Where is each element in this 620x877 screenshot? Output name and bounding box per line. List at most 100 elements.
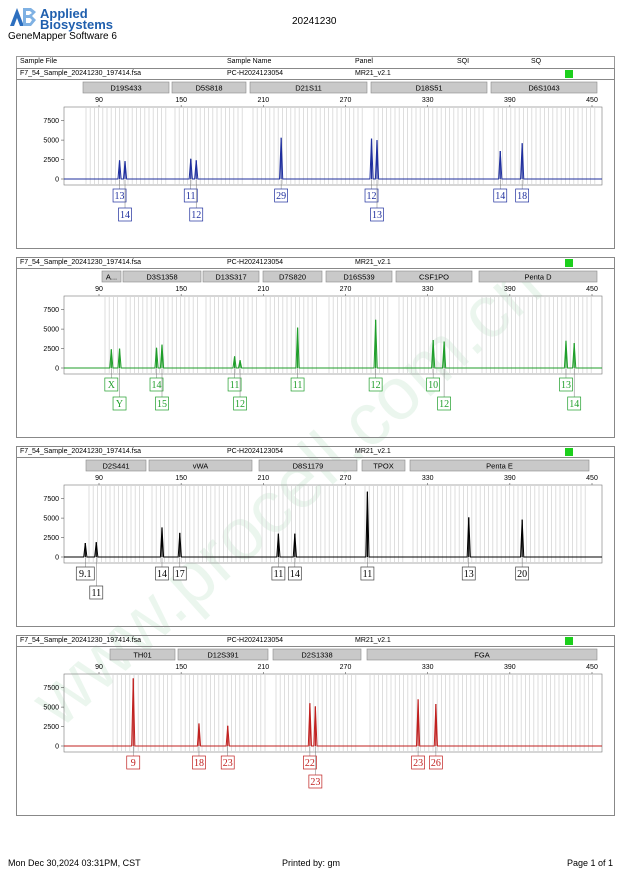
x-tick-label: 270: [340, 475, 352, 482]
panel-name: MR21_v2.1: [355, 259, 391, 266]
allele-call: 14: [149, 377, 164, 392]
y-tick-label: 5000: [43, 705, 59, 712]
locus-bin: D13S317: [202, 270, 260, 283]
allele-call: 14: [567, 396, 582, 411]
allele-call-label: 18: [194, 758, 204, 769]
allele-call-box: [172, 566, 187, 581]
x-tick-label: 150: [175, 475, 187, 482]
allele-call-label: 23: [310, 777, 320, 788]
software-name: GeneMapper Software 6: [8, 31, 117, 42]
report-date: 20241230: [292, 16, 337, 27]
locus-bin: D2S1338: [272, 648, 362, 661]
ab-logo-icon: [10, 8, 36, 26]
x-tick-label: 450: [586, 664, 598, 671]
column-sqi: SQI: [457, 58, 470, 65]
allele-call: 10: [426, 377, 440, 392]
locus-bin: D12S391: [177, 648, 269, 661]
allele-call-box: [559, 377, 573, 392]
locus-label: D2S1338: [301, 651, 332, 660]
panel-info-row: F7_54_Sample_20241230_197414.fsa PC-H2024…: [17, 258, 614, 269]
sq-status-flag: [565, 259, 573, 267]
panel-info-row: F7_54_Sample_20241230_197414.fsa PC-H2024…: [17, 69, 614, 80]
allele-call-label: 14: [120, 210, 130, 221]
locus-bar: [82, 81, 170, 94]
x-tick-label: 330: [422, 664, 434, 671]
signal-trace: [64, 319, 602, 369]
allele-call-label: 13: [372, 210, 382, 221]
allele-call: 12: [189, 207, 204, 222]
allele-call-box: [75, 566, 95, 581]
locus-label: A...: [106, 273, 117, 282]
locus-label: D6S1043: [528, 84, 559, 93]
footer-printed-by: Printed by: gm: [282, 858, 341, 868]
y-tick-label: 0: [55, 366, 59, 373]
allele-call-box: [183, 188, 198, 203]
locus-label: D8S1179: [293, 462, 324, 471]
x-tick-label: 330: [422, 286, 434, 293]
allele-call-label: 12: [367, 191, 377, 202]
allele-call: 14: [118, 207, 132, 222]
locus-label: D12S391: [207, 651, 238, 660]
x-tick-label: 210: [257, 475, 269, 482]
x-tick-label: 390: [504, 286, 516, 293]
allele-call: 22: [303, 755, 317, 770]
locus-bin: Penta D: [478, 270, 598, 283]
allele-call: 29: [274, 188, 288, 203]
y-tick-label: 0: [55, 177, 59, 184]
x-tick-label: 90: [95, 97, 103, 104]
allele-call-box: [426, 377, 440, 392]
column-sample-file: Sample File: [20, 58, 57, 65]
allele-call-label: 23: [413, 758, 423, 769]
panel-name: MR21_v2.1: [355, 637, 391, 644]
x-tick-label: 90: [95, 286, 103, 293]
plot-frame: [63, 295, 603, 375]
allele-call: Y: [112, 396, 127, 411]
allele-call-label: 14: [290, 569, 300, 580]
allele-call: 11: [227, 377, 242, 392]
locus-bar: [325, 270, 393, 283]
x-tick-label: 90: [95, 664, 103, 671]
allele-call-box: [308, 774, 323, 789]
allele-call-label: 10: [428, 380, 438, 391]
locus-bin: TPOX: [361, 459, 406, 472]
allele-call: 9.1: [75, 566, 95, 581]
allele-call-box: [112, 188, 127, 203]
allele-call: 11: [360, 566, 375, 581]
allele-call-box: [429, 755, 443, 770]
locus-bin: D3S1358: [122, 270, 202, 283]
allele-call-label: Y: [116, 399, 123, 410]
allele-call-box: [89, 585, 104, 600]
allele-call-label: 17: [175, 569, 185, 580]
allele-call: 17: [172, 566, 187, 581]
sample-file: F7_54_Sample_20241230_197414.fsa: [20, 70, 142, 77]
allele-call: 20: [515, 566, 530, 581]
allele-call-box: [271, 566, 286, 581]
allele-call-label: 18: [517, 191, 527, 202]
locus-bar: [85, 459, 147, 472]
x-tick-label: 450: [586, 475, 598, 482]
allele-call-label: 11: [91, 588, 101, 599]
column-sample-name: Sample Name: [227, 58, 272, 65]
x-tick-label: 270: [340, 97, 352, 104]
panel-name: MR21_v2.1: [355, 70, 391, 77]
allele-call: X: [104, 377, 119, 392]
locus-bar: [171, 81, 247, 94]
locus-label: TH01: [133, 651, 151, 660]
locus-bar: [148, 459, 253, 472]
allele-call-label: 11: [363, 569, 373, 580]
x-tick-label: 270: [340, 664, 352, 671]
allele-call-box: [368, 377, 383, 392]
locus-label: D18S51: [415, 84, 442, 93]
locus-label: vWA: [193, 462, 209, 471]
allele-call-box: [149, 377, 164, 392]
sample-file: F7_54_Sample_20241230_197414.fsa: [20, 637, 142, 644]
allele-call-box: [515, 566, 530, 581]
locus-bar: [109, 648, 176, 661]
allele-call-label: 11: [186, 191, 196, 202]
x-tick-label: 150: [175, 664, 187, 671]
locus-bar: [258, 459, 358, 472]
sq-status-flag: [565, 448, 573, 456]
y-tick-label: 2500: [43, 535, 59, 542]
allele-call-label: 11: [230, 380, 240, 391]
